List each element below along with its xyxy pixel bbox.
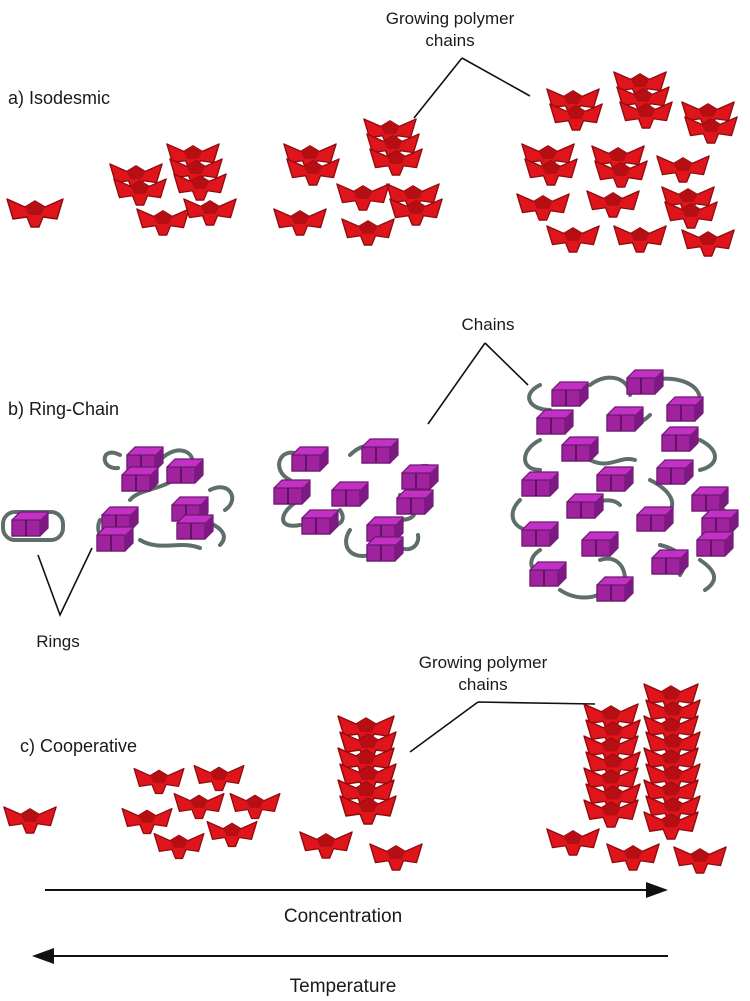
panel-a-callout-lines: [413, 57, 531, 119]
panel-b-callout: Chains: [462, 315, 515, 334]
panel-b-label: b) Ring-Chain: [8, 399, 119, 419]
panel-b-callout-lines: [427, 342, 529, 425]
temperature-label: Temperature: [290, 976, 397, 997]
rings-callout-lines: [37, 547, 93, 618]
panel-b-stage-2: [96, 446, 214, 552]
panel-a-callout-line2: chains: [425, 31, 474, 50]
panel-a-stage-4: [516, 71, 738, 257]
arrow-right-icon: [646, 882, 668, 898]
panel-cooperative: c) Cooperative Growing polymer chains: [3, 653, 727, 874]
panel-b-stage-3: [273, 438, 439, 562]
panel-a-stage-3: [273, 118, 443, 246]
panel-ring-chain: b) Ring-Chain Chains Rings: [1, 315, 739, 651]
panel-c-label: c) Cooperative: [20, 736, 137, 756]
panel-c-stage-1: [3, 806, 57, 834]
temperature-axis: Temperature: [32, 948, 668, 997]
panel-c-stage-4: [546, 683, 727, 874]
rings-label: Rings: [36, 632, 79, 651]
panel-isodesmic: a) Isodesmic Growing polymer chains: [6, 9, 738, 257]
panel-a-stage-2: [109, 143, 237, 236]
panel-a-callout-line1: Growing polymer: [386, 9, 515, 28]
panel-c-callout-line1: Growing polymer: [419, 653, 548, 672]
concentration-axis: Concentration: [45, 882, 668, 927]
concentration-label: Concentration: [284, 906, 402, 927]
panel-c-callout-lines: [409, 701, 596, 753]
panel-b-stage-1: [11, 511, 49, 537]
arrow-left-icon: [32, 948, 54, 964]
panel-a-stage-1: [6, 198, 64, 228]
panel-c-callout-line2: chains: [458, 675, 507, 694]
panel-a-label: a) Isodesmic: [8, 88, 110, 108]
panel-c-stage-2: [121, 764, 281, 860]
panel-c-stage-3: [299, 715, 423, 871]
